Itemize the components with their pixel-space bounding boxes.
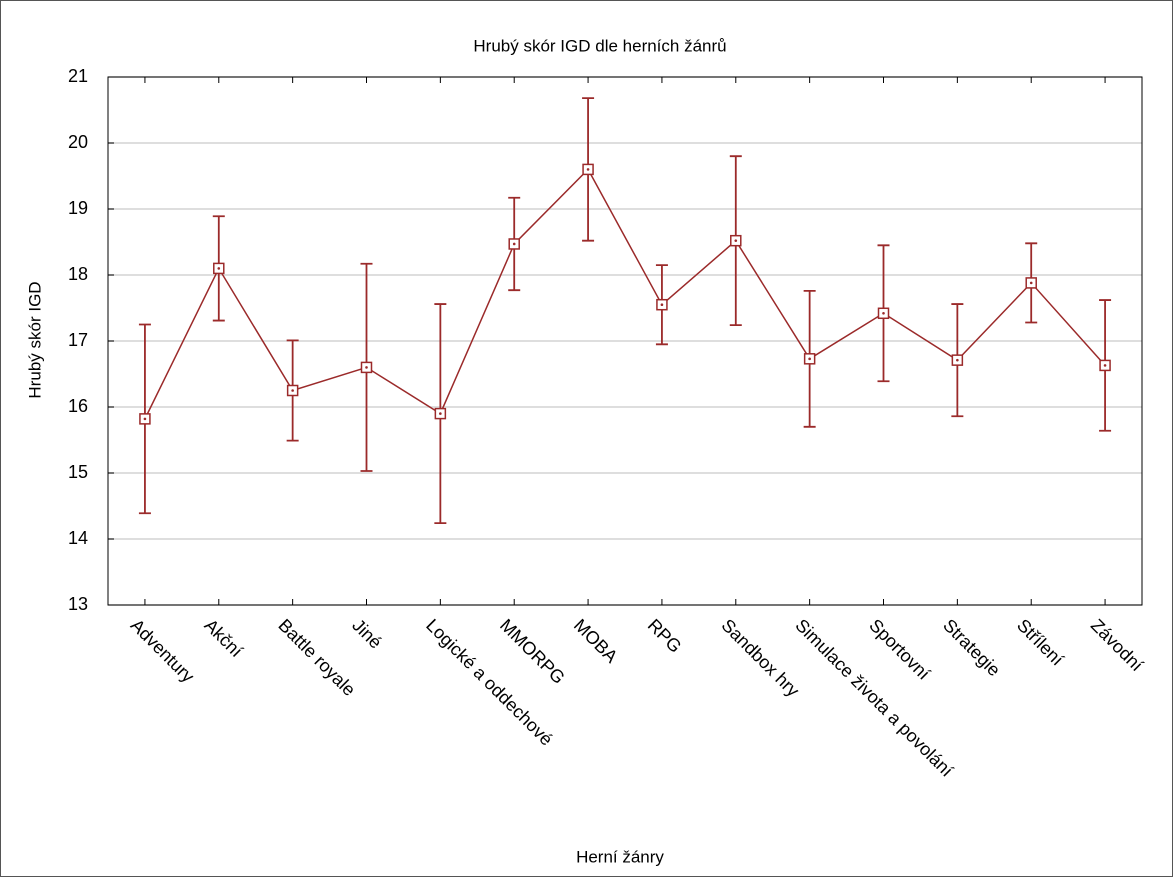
mean-dot xyxy=(512,242,516,246)
y-axis-label: Hrubý skór IGD xyxy=(25,281,44,398)
mean-dot xyxy=(291,389,294,392)
mean-dot xyxy=(956,358,959,362)
y-tick-label: 18 xyxy=(68,264,88,284)
y-tick-label: 20 xyxy=(68,132,88,152)
mean-dot xyxy=(217,267,221,270)
y-tick-label: 16 xyxy=(68,396,88,416)
mean-dot xyxy=(882,311,885,315)
mean-dot xyxy=(734,239,738,242)
mean-dot xyxy=(586,168,590,171)
x-axis-label: Herní žánry xyxy=(576,847,664,866)
mean-dot xyxy=(439,412,442,415)
mean-dot xyxy=(1103,364,1107,367)
mean-dot xyxy=(1029,281,1033,285)
mean-line xyxy=(144,168,1106,420)
y-tick-label: 17 xyxy=(68,330,88,350)
y-tick-label: 15 xyxy=(68,462,88,482)
mean-dot xyxy=(660,303,664,307)
chart-title: Hrubý skór IGD dle herních žánrů xyxy=(473,36,726,55)
y-tick-label: 14 xyxy=(68,528,88,548)
mean-dot xyxy=(808,357,811,361)
y-tick-label: 19 xyxy=(68,198,88,218)
y-tick-label: 13 xyxy=(68,594,88,614)
mean-dot xyxy=(143,417,147,421)
mean-dot xyxy=(365,366,368,369)
plot-border xyxy=(107,76,1143,606)
y-tick-label: 21 xyxy=(68,66,88,86)
